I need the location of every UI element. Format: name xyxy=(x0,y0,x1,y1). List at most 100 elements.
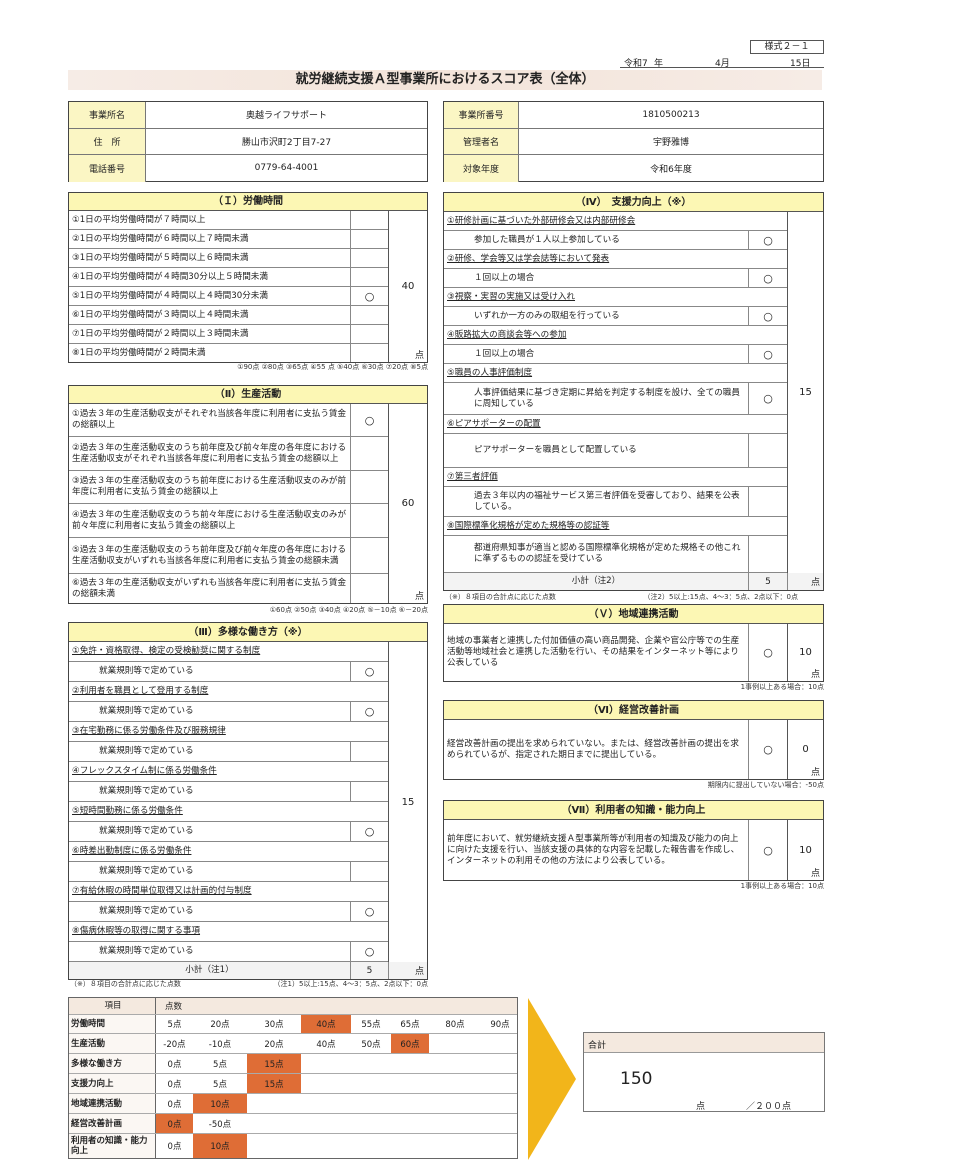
criteria-row: ⑤過去３年の生産活動収支のうち前年度及び前々年度の各年度における生産活動収支がい… xyxy=(69,538,388,574)
criteria-text: ⑥過去３年の生産活動収支がいずれも当該各年度に利用者に支払う賃金の総額未満 xyxy=(72,577,347,599)
summary-score-cell: 10点 xyxy=(193,1134,247,1158)
info-label: 事業所名 xyxy=(69,102,146,128)
criteria-heading: ①研修計画に基づいた外部研修会又は内部研修会 xyxy=(447,215,636,226)
criteria-heading-row: ⑦第三者評価 xyxy=(444,468,787,487)
info-label: 管理者名 xyxy=(444,128,519,155)
criteria-text: 参加した職員が１人以上参加している xyxy=(474,234,620,245)
check-mark: ○ xyxy=(350,287,388,305)
criteria-row: ①1日の平均労働時間が７時間以上 xyxy=(69,211,388,230)
criteria-heading: ⑦有給休暇の時間単位取得又は計画的付与制度 xyxy=(72,886,252,896)
info-value: 奥越ライフサポート xyxy=(245,111,327,122)
section-6-note: 期限内に提出していない場合：-50点 xyxy=(707,781,824,789)
criteria-text: 就業規則等で定めている xyxy=(99,786,194,796)
criteria-row: ④過去３年の生産活動収支のうち前々年度における生産活動収支のみが前々年度に利用者… xyxy=(69,504,388,538)
criteria-text: ピアサポーターを職員として配置している xyxy=(474,445,637,455)
check-mark xyxy=(350,230,388,248)
check-mark: ○ xyxy=(748,720,787,779)
check-mark xyxy=(350,249,388,267)
criteria-heading: ②研修、学会等又は学会誌等において発表 xyxy=(447,253,610,264)
criteria-text: ②過去３年の生産活動収支のうち前年度及び前々年度の各年度における生産活動収支がそ… xyxy=(72,442,347,464)
subtotal-value: 5 xyxy=(350,962,388,979)
summary-row-label: 地域連携活動 xyxy=(69,1094,156,1113)
check-mark: ○ xyxy=(350,662,388,681)
total-max: ／２００点 xyxy=(746,1102,792,1112)
check-mark xyxy=(350,742,388,761)
summary-score-cell: 65点 xyxy=(400,1020,420,1030)
score-unit: 点 xyxy=(810,869,820,879)
criteria-heading: ⑧国際標準化規格が定めた規格等の認証等 xyxy=(447,520,610,531)
section-working-hours: （Ｉ）労働時間 ①1日の平均労働時間が７時間以上 ②1日の平均労働時間が６時間以上７… xyxy=(68,192,428,363)
section-management-plan: （Ⅵ）経営改善計画 経営改善計画の提出を求められていない。または、経営改善計画の提… xyxy=(443,700,824,780)
criteria-row: ピアサポーターを職員として配置している xyxy=(444,434,787,468)
criteria-heading: ⑤職員の人事評価制度 xyxy=(447,367,533,378)
score-value: 15 xyxy=(401,796,415,808)
check-mark xyxy=(350,344,388,362)
check-mark: ○ xyxy=(350,822,388,841)
section-title: （Ⅵ）経営改善計画 xyxy=(444,701,823,720)
check-mark: ○ xyxy=(350,902,388,921)
criteria-heading: ⑦第三者評価 xyxy=(447,471,498,482)
check-mark: ○ xyxy=(748,383,787,414)
info-table-right: 事業所番号 1810500213 管理者名 宇野雅博 対象年度 令和6年度 xyxy=(443,101,824,182)
criteria-heading-row: ②利用者を職員として登用する制度 xyxy=(69,682,388,702)
criteria-text: ⑦1日の平均労働時間が２時間以上３時間未満 xyxy=(72,328,249,339)
score-unit: 点 xyxy=(414,592,424,602)
summary-score-cell: 55点 xyxy=(361,1020,381,1030)
criteria-text: ③1日の平均労働時間が５時間以上６時間未満 xyxy=(72,252,249,263)
criteria-text: 就業規則等で定めている xyxy=(99,826,194,836)
check-mark: ○ xyxy=(350,404,388,436)
criteria-heading: ②利用者を職員として登用する制度 xyxy=(72,686,209,696)
form-id: 様式２－１ xyxy=(750,40,824,54)
summary-row-label: 経営改善計画 xyxy=(69,1114,156,1133)
check-mark xyxy=(350,437,388,470)
criteria-text: 人事評価結果に基づき定期に昇給を判定する制度を設け、全ての職員に周知している xyxy=(474,387,740,409)
section-title: （Ｖ）地域連携活動 xyxy=(444,605,823,624)
summary-row-label: 労働時間 xyxy=(69,1015,156,1033)
section-title: （Ⅲ）多様な働き方（※） xyxy=(69,623,427,642)
criteria-text: ④1日の平均労働時間が４時間30分以上５時間未満 xyxy=(72,271,268,282)
check-mark xyxy=(350,471,388,503)
criteria-row: 経営改善計画の提出を求められていない。または、経営改善計画の提出を求められている… xyxy=(444,720,823,779)
summary-score-cell: 15点 xyxy=(247,1074,301,1093)
score-value: 10 xyxy=(799,647,812,658)
subtotal-row: 小計（注2） 5 点 xyxy=(444,573,823,590)
criteria-row: ⑦1日の平均労働時間が２時間以上３時間未満 xyxy=(69,325,388,344)
criteria-row: ③過去３年の生産活動収支のうち前年度における生産活動収支のみが前年度に利用者に支… xyxy=(69,471,388,504)
criteria-text: ⑤1日の平均労働時間が４時間以上４時間30分未満 xyxy=(72,290,268,301)
date-era-year: 令和7 xyxy=(624,59,648,69)
summary-row-label: 生産活動 xyxy=(69,1034,156,1053)
score-unit: 点 xyxy=(810,670,820,680)
subtotal-unit: 点 xyxy=(388,962,427,979)
section-2-note: ①60点 ②50点 ③40点 ④20点 ⑤－10点 ⑥－20点 xyxy=(269,606,428,614)
summary-row: 支援力向上 0点 5点 15点 xyxy=(69,1074,517,1094)
criteria-text: ②1日の平均労働時間が６時間以上７時間未満 xyxy=(72,233,249,244)
criteria-heading-row: ⑤職員の人事評価制度 xyxy=(444,364,787,383)
total-label: 合計 xyxy=(584,1033,824,1053)
score-value: 10 xyxy=(799,844,812,856)
criteria-text: 就業規則等で定めている xyxy=(99,746,194,756)
score-cell: 10 点 xyxy=(787,624,823,681)
score-cell: 15 xyxy=(787,212,823,573)
criteria-text: 都道府県知事が適当と認める国際標準化規格が定めた規格その他これに準ずるものの認証… xyxy=(474,543,741,564)
score-value: 0 xyxy=(802,744,809,755)
criteria-row: 就業規則等で定めている xyxy=(69,862,388,882)
info-value: 宇野雅博 xyxy=(652,137,689,148)
score-value: 40 xyxy=(401,281,415,292)
criteria-text: 経営改善計画の提出を求められていない。または、経営改善計画の提出を求められている… xyxy=(447,738,739,760)
info-value: 勝山市沢町2丁目7-27 xyxy=(241,137,332,148)
total-box: 合計 150 点 ／２００点 xyxy=(583,1032,825,1112)
criteria-row: 就業規則等で定めている ○ xyxy=(69,902,388,922)
section-5-note: 1事例以上ある場合：10点 xyxy=(740,683,824,691)
criteria-text: ③過去３年の生産活動収支のうち前年度における生産活動収支のみが前年度に利用者に支… xyxy=(72,476,347,497)
criteria-heading: ⑤短時間勤務に係る労働条件 xyxy=(72,806,183,816)
criteria-text: ⑤過去３年の生産活動収支のうち前年度及び前々年度の各年度における生産活動収支がい… xyxy=(72,544,347,566)
section-body: ①免許・資格取得、検定の受検勧奨に関する制度 就業規則等で定めている ○ ②利用者を職… xyxy=(69,642,427,979)
section-production: （Ⅱ）生産活動 ①過去３年の生産活動収支がそれぞれ当該各年度に利用者に支払う賃金の… xyxy=(68,385,428,604)
score-cell: 10 点 xyxy=(787,820,823,880)
criteria-text: 地域の事業者と連携した付加価値の高い商品開発、企業や官公庁等での生産活動等地域社… xyxy=(447,636,740,668)
summary-score-cell: 20点 xyxy=(264,1039,284,1050)
score-value: 15 xyxy=(799,387,812,398)
criteria-heading: ③視察・実習の実施又は受け入れ xyxy=(447,291,576,302)
criteria-heading-row: ③視察・実習の実施又は受け入れ xyxy=(444,288,787,307)
check-mark xyxy=(350,325,388,343)
